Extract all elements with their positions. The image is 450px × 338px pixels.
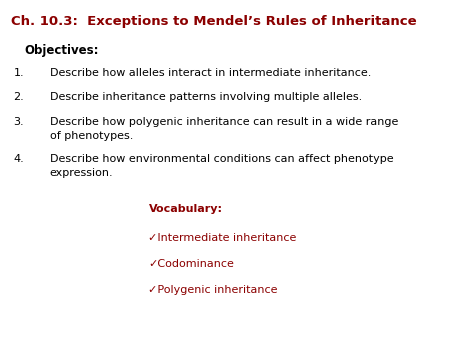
- Text: ✓Intermediate inheritance: ✓Intermediate inheritance: [148, 233, 297, 243]
- Text: 1.: 1.: [14, 68, 24, 78]
- Text: 2.: 2.: [14, 92, 24, 102]
- Text: Describe how alleles interact in intermediate inheritance.: Describe how alleles interact in interme…: [50, 68, 371, 78]
- Text: Describe how environmental conditions can affect phenotype
expression.: Describe how environmental conditions ca…: [50, 154, 393, 178]
- Text: Vocabulary:: Vocabulary:: [148, 204, 222, 215]
- Text: Objectives:: Objectives:: [25, 44, 99, 57]
- Text: 4.: 4.: [14, 154, 24, 164]
- Text: 3.: 3.: [14, 117, 24, 127]
- Text: Describe how polygenic inheritance can result in a wide range
of phenotypes.: Describe how polygenic inheritance can r…: [50, 117, 398, 141]
- Text: ✓Polygenic inheritance: ✓Polygenic inheritance: [148, 285, 278, 295]
- Text: ✓Codominance: ✓Codominance: [148, 259, 234, 269]
- Text: Describe inheritance patterns involving multiple alleles.: Describe inheritance patterns involving …: [50, 92, 362, 102]
- Text: Ch. 10.3:  Exceptions to Mendel’s Rules of Inheritance: Ch. 10.3: Exceptions to Mendel’s Rules o…: [11, 15, 417, 28]
